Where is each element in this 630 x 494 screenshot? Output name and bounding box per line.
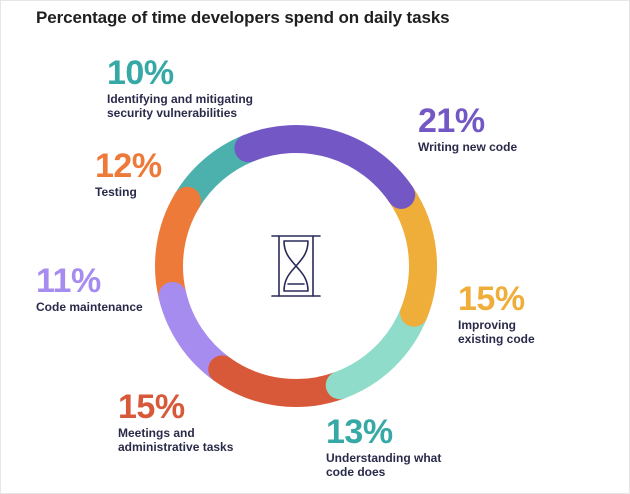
slice-category: Understanding what code does [326,451,442,479]
slice-category: Writing new code [418,140,518,154]
slice-category: Code maintenance [36,300,143,314]
slice-percent: 11% [36,262,101,300]
slice-category: Improving existing code [458,318,535,346]
donut-slice-3 [208,355,354,407]
donut-slice-2 [325,298,429,400]
chart-title: Percentage of time developers spend on d… [36,8,450,27]
slice-category: Identifying and mitigating security vulne… [107,92,253,120]
slice-label-code-maintenance: 11% Code maintenance [36,264,143,314]
slice-percent: 15% [458,280,525,318]
slice-category: Meetings and administrative tasks [118,426,234,454]
donut-arcs [155,125,437,407]
donut-slice-0 [234,125,416,209]
slice-percent: 21% [418,102,485,140]
slice-category: Testing [95,185,137,199]
slice-percent: 10% [107,54,174,92]
slice-label-meetings: 15% Meetings and administrative tasks [118,390,233,454]
slice-label-testing: 12% Testing [95,149,162,199]
slice-label-improving-existing-code: 15% Improving existing code [458,282,535,346]
slice-label-security: 10% Identifying and mitigating security v… [107,56,253,120]
donut-slice-1 [387,180,437,327]
slice-percent: 13% [326,413,393,451]
slice-label-writing-new-code: 21% Writing new code [418,104,517,154]
hourglass-icon [271,235,321,297]
slice-percent: 12% [95,147,162,185]
donut-slice-5 [155,186,202,310]
slice-label-understanding-code: 13% Understanding what code does [326,415,441,479]
slice-percent: 15% [118,388,185,426]
